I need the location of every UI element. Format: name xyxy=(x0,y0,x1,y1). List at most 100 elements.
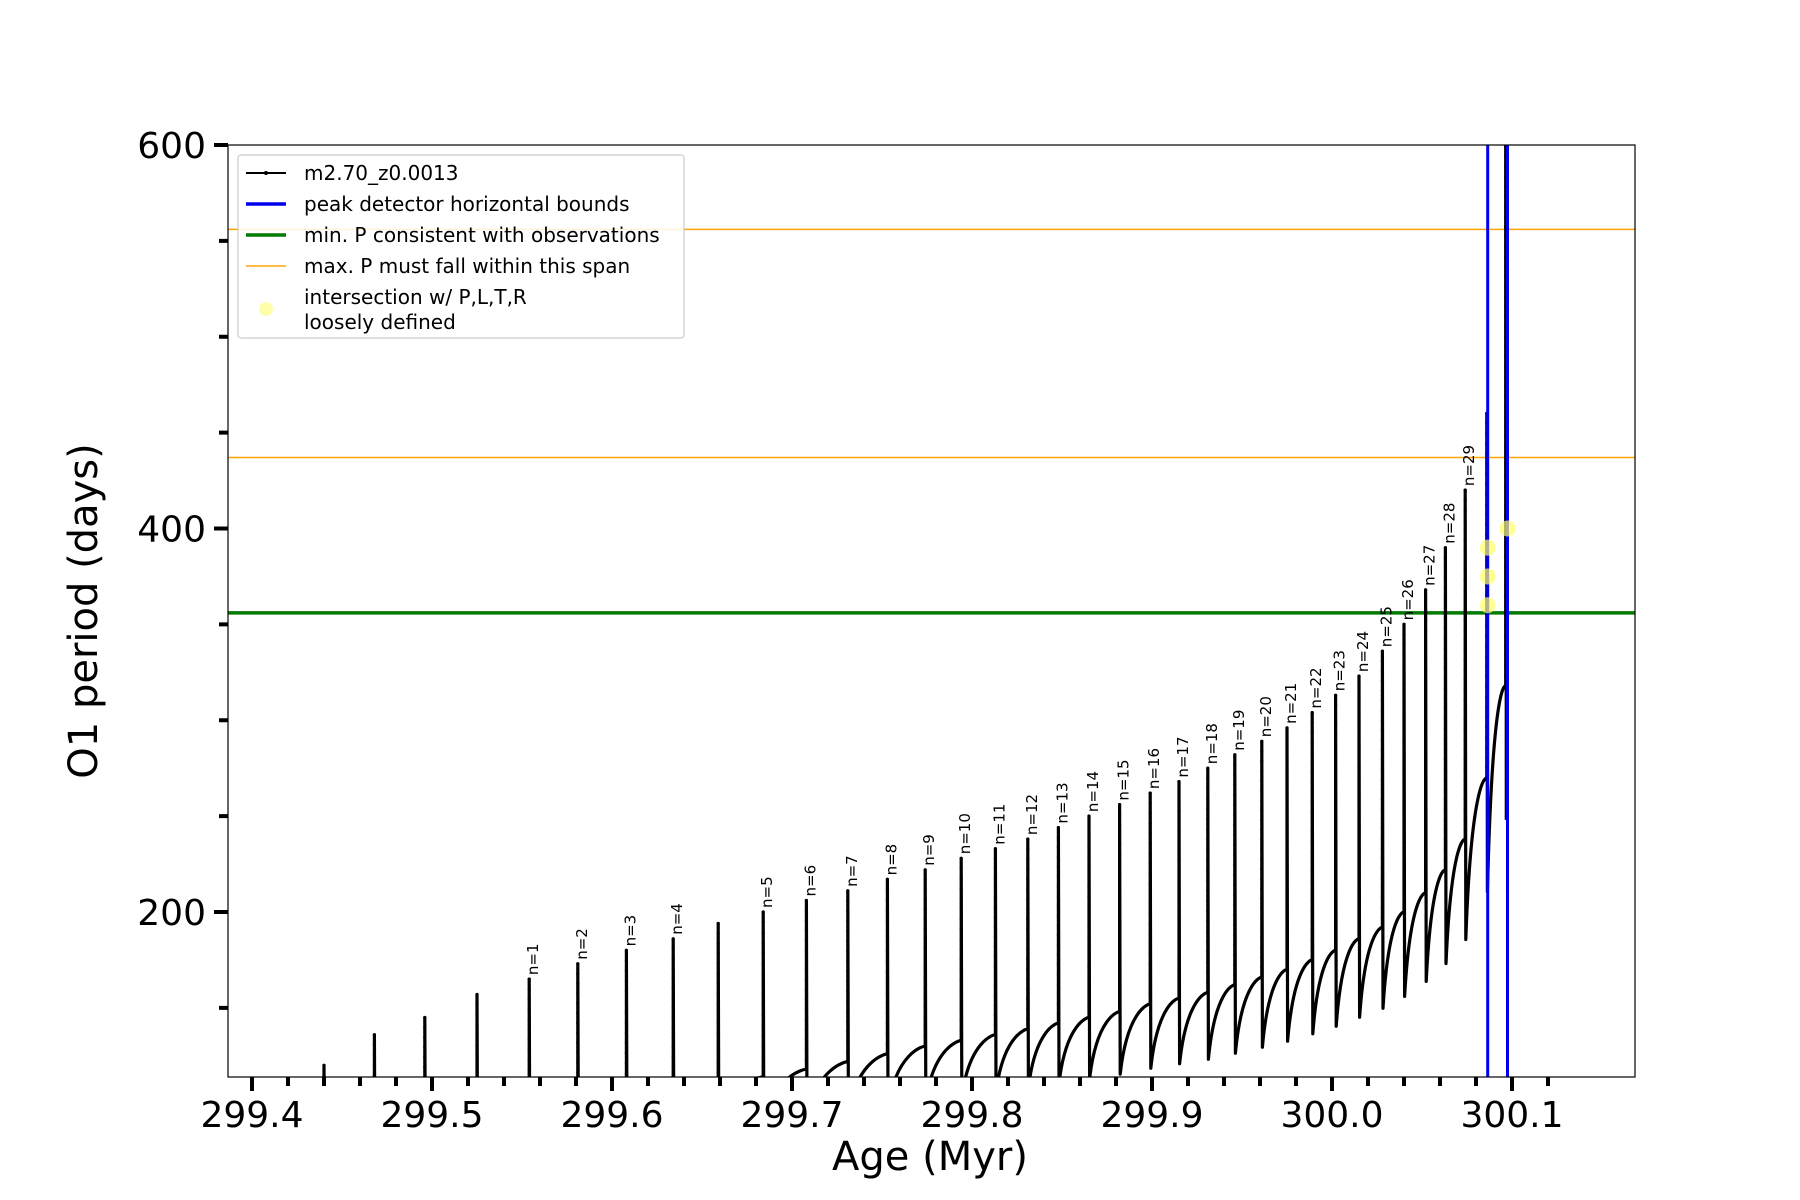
series-point xyxy=(885,1042,890,1046)
series-point xyxy=(475,1064,479,1068)
series-point xyxy=(885,888,890,892)
series-point xyxy=(846,1049,850,1054)
series-point xyxy=(1206,909,1210,913)
series-point xyxy=(1148,972,1152,976)
series-point xyxy=(1233,753,1237,757)
series-point xyxy=(1260,847,1264,852)
series-point xyxy=(1148,922,1152,926)
series-point xyxy=(1380,856,1384,860)
series-point xyxy=(716,1021,720,1025)
series-point xyxy=(1260,818,1264,822)
series-point xyxy=(1118,862,1122,866)
series-point xyxy=(1118,980,1122,984)
series-point xyxy=(1118,931,1122,935)
peak-label: n=4 xyxy=(668,903,686,935)
series-point xyxy=(716,961,720,965)
series-point xyxy=(1357,896,1361,901)
series-point xyxy=(885,949,890,953)
series-point xyxy=(1334,782,1338,786)
series-point xyxy=(624,1051,629,1055)
series-point xyxy=(923,868,927,872)
series-point xyxy=(1380,679,1384,683)
series-point xyxy=(1177,908,1181,912)
series-point xyxy=(1443,576,1447,580)
series-point xyxy=(1334,929,1338,933)
series-point xyxy=(1310,829,1314,833)
series-point xyxy=(804,958,809,962)
series-point xyxy=(804,1047,809,1051)
series-point xyxy=(923,956,927,960)
series-point xyxy=(1118,950,1122,955)
series-point xyxy=(475,1003,479,1007)
series-point xyxy=(1380,886,1384,890)
series-point xyxy=(576,1041,580,1045)
series-point xyxy=(1118,842,1122,846)
series-point xyxy=(846,969,850,973)
series-point xyxy=(1402,672,1406,676)
series-point xyxy=(1334,919,1338,923)
series-point xyxy=(1177,957,1181,961)
series-point xyxy=(804,1008,809,1012)
series-point xyxy=(1177,986,1181,991)
series-point xyxy=(423,1035,427,1039)
series-point xyxy=(1380,748,1384,752)
series-point xyxy=(1443,586,1447,590)
series-point xyxy=(475,1054,479,1058)
x-axis-label: Age (Myr) xyxy=(832,1134,1028,1180)
series-point xyxy=(671,1065,675,1069)
series-point xyxy=(1463,757,1467,761)
series-point xyxy=(1148,942,1152,946)
series-point xyxy=(923,1025,927,1029)
series-point xyxy=(1463,807,1467,811)
series-point xyxy=(993,984,998,988)
series-point xyxy=(1206,980,1210,984)
series-point xyxy=(1424,891,1428,895)
series-point xyxy=(1380,758,1384,762)
y-tick-label: 600 xyxy=(137,126,206,167)
series-point xyxy=(1424,699,1428,703)
series-point xyxy=(1260,887,1264,891)
series-point xyxy=(1402,662,1406,666)
series-point xyxy=(1310,819,1314,824)
series-point xyxy=(322,1074,326,1077)
series-point xyxy=(1443,777,1447,781)
series-point xyxy=(423,1025,427,1029)
series-point xyxy=(527,1047,531,1051)
series-point xyxy=(1285,857,1289,861)
series-point xyxy=(475,1013,479,1017)
series-point xyxy=(804,918,809,922)
y-axis-label: O1 period (days) xyxy=(61,443,107,778)
series-point xyxy=(1380,906,1384,910)
series-point xyxy=(846,929,850,933)
series-point xyxy=(1233,803,1237,807)
series-point xyxy=(1463,618,1467,622)
series-point xyxy=(1026,837,1030,841)
series-point xyxy=(1056,865,1060,869)
series-point xyxy=(1148,1002,1152,1006)
series-point xyxy=(1118,881,1122,886)
series-point xyxy=(624,1061,629,1065)
series-point xyxy=(804,968,809,972)
series-point xyxy=(1380,738,1384,742)
series-point xyxy=(671,1035,675,1039)
series-point xyxy=(1334,880,1338,884)
series-point xyxy=(1285,776,1289,780)
series-point xyxy=(923,995,927,999)
series-point xyxy=(1443,717,1447,721)
series-point xyxy=(1424,648,1428,653)
series-point xyxy=(1380,787,1384,791)
series-point xyxy=(1357,886,1361,890)
series-layer xyxy=(322,145,1508,1077)
series-point xyxy=(959,957,963,962)
series-point xyxy=(1357,816,1361,820)
series-point xyxy=(716,991,720,995)
series-point xyxy=(846,989,850,993)
series-point xyxy=(1285,917,1289,921)
peak-label: n=15 xyxy=(1115,759,1133,800)
series-point xyxy=(761,941,765,945)
series-point xyxy=(885,898,890,902)
series-point xyxy=(1380,718,1384,722)
series-point xyxy=(761,1003,765,1007)
series-point xyxy=(1118,891,1122,895)
series-point xyxy=(1177,937,1181,941)
